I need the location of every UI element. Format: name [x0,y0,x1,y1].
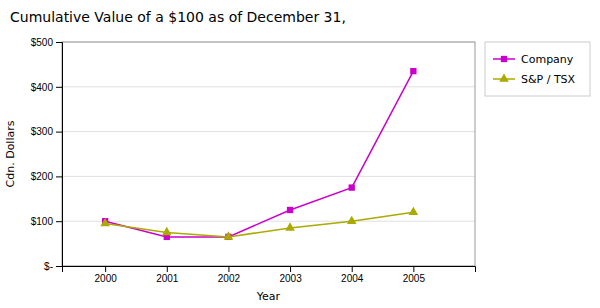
data [100,68,418,240]
tick-mark [56,42,62,43]
y-axis-title: Cdn. Dollars [4,120,17,187]
tick-label: $300 [31,126,54,137]
grid [62,42,475,266]
tick-label: $400 [31,82,54,93]
tick-mark [167,266,168,272]
plot: 2000 2001 2002 2003 2004 2005 $- $100 $200 $300 $4… [31,37,476,284]
grid-line [62,176,475,177]
series-marker [347,216,357,224]
legend-box [485,42,590,96]
tick: 2002 [218,266,241,284]
tick: 2001 [156,266,179,284]
tick: 2003 [279,266,302,284]
series-marker [162,227,172,235]
series-marker [224,231,234,239]
grid-line [62,221,475,222]
page: {"chart_data": {"type": "line", "title":… [0,0,600,308]
tick-mark [105,266,106,272]
x-axis: 2000 2001 2002 2003 2004 2005 [63,266,476,284]
series-marker [100,218,110,226]
tick-label: $500 [31,37,54,48]
tick-label: 2004 [341,273,364,284]
series-marker [285,222,295,230]
tick-mark [228,266,229,272]
axis-line [63,267,476,273]
plot-frame [62,42,475,266]
series-marker [349,184,355,190]
series-line [105,212,413,237]
grid-line [62,131,475,132]
legend-marker [499,73,509,81]
legend: Company S&P / TSX [485,42,590,96]
tick: 2005 [403,266,426,284]
legend-marker [501,56,507,62]
tick: $400 [31,82,62,93]
title: Cumulative Value of a $100 as of Decembe… [10,9,346,25]
series-marker [287,207,293,213]
axis-line [56,43,63,267]
tick-mark [56,87,62,88]
tick-label: 2003 [279,273,302,284]
tick-mark [56,132,62,133]
series-line [105,71,413,237]
tick-mark [352,266,353,272]
tick-mark [56,221,62,222]
tick: $300 [31,126,62,137]
chart: 2000 2001 2002 2003 2004 2005 $- $100 $200 $300 $4… [0,0,600,308]
legend-item: Company [493,53,574,66]
tick: $100 [31,216,62,227]
tick-label: 2005 [403,273,426,284]
series-marker [409,207,419,215]
tick-label: $100 [31,216,54,227]
tick-mark [413,266,414,272]
tick-label: $200 [31,171,54,182]
tick-label: 2000 [95,273,118,284]
tick-mark [56,266,62,267]
tick-mark [290,266,291,272]
tick: 2004 [341,266,364,284]
y-axis: $- $100 $200 $300 $400 $500 [31,37,63,272]
tick-label: $- [44,261,53,272]
tick: $200 [31,171,62,182]
x-axis-title: Year [256,290,281,303]
tick-label: 2002 [218,273,241,284]
tick-mark [56,176,62,177]
grid-line [62,86,475,87]
tick-label: 2001 [156,273,179,284]
legend-label: S&P / TSX [521,73,576,86]
legend-label: Company [521,53,574,66]
tick: $500 [31,37,62,48]
tick: 2000 [95,266,118,284]
tick: $- [44,261,62,272]
series-marker [410,68,416,74]
legend-item: S&P / TSX [493,73,576,86]
